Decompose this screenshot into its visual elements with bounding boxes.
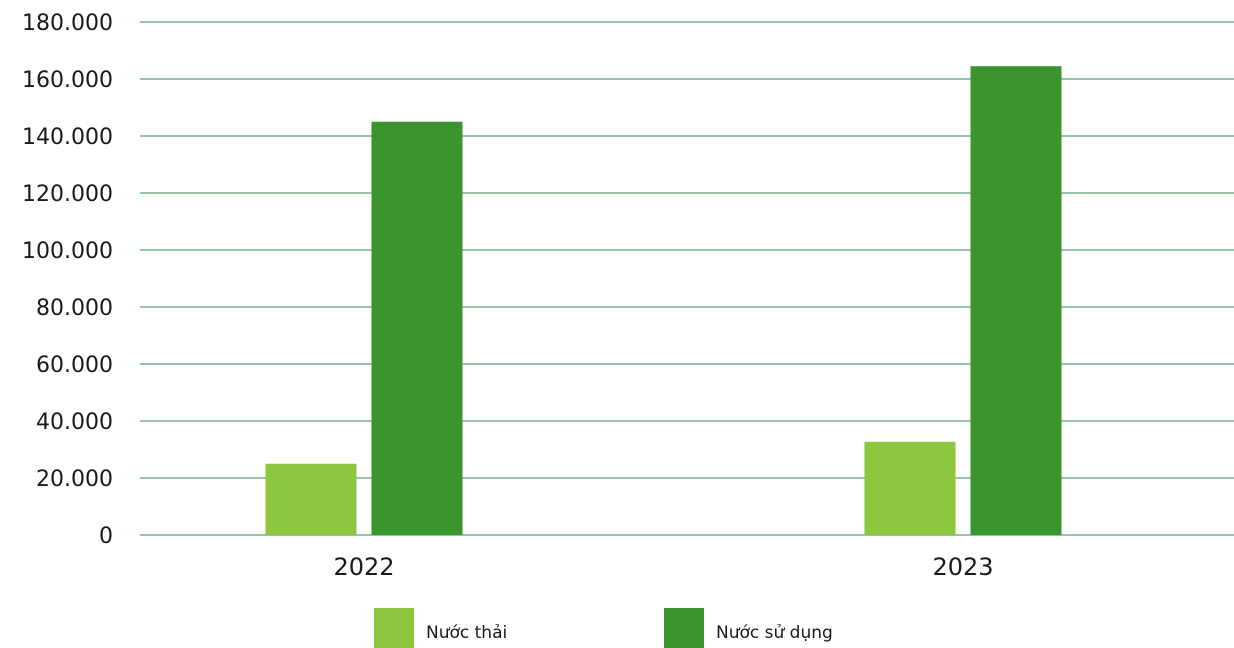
legend-swatch-1 bbox=[664, 608, 704, 648]
y-tick-label: 140.000 bbox=[22, 125, 113, 150]
bars bbox=[265, 66, 1062, 536]
y-tick-label: 120.000 bbox=[22, 182, 113, 207]
bar-2023-series-1 bbox=[970, 66, 1062, 536]
legend-label-0: Nước thải bbox=[426, 623, 507, 643]
legend: Nước thải Nước sử dụng bbox=[374, 608, 833, 648]
y-tick-label: 180.000 bbox=[22, 11, 113, 36]
y-tick-label: 20.000 bbox=[36, 467, 113, 492]
bar-2022-series-0 bbox=[265, 463, 357, 535]
y-tick-label: 80.000 bbox=[36, 296, 113, 321]
x-category-label: 2023 bbox=[932, 553, 993, 581]
legend-swatch-0 bbox=[374, 608, 414, 648]
y-tick-label: 160.000 bbox=[22, 68, 113, 93]
bar-2022-series-1 bbox=[371, 121, 463, 535]
grid-lines bbox=[140, 21, 1234, 536]
bar-2023-series-0 bbox=[864, 441, 956, 535]
y-tick-label: 100.000 bbox=[22, 239, 113, 264]
legend-label-1: Nước sử dụng bbox=[716, 623, 833, 643]
x-category-label: 2022 bbox=[333, 553, 394, 581]
y-axis-tick-labels: 0 20.000 40.000 60.000 80.000 100.000 120.000 1… bbox=[22, 11, 113, 549]
y-tick-label: 0 bbox=[99, 524, 113, 549]
y-tick-label: 40.000 bbox=[36, 410, 113, 435]
y-tick-label: 60.000 bbox=[36, 353, 113, 378]
x-axis-category-labels: 2022 2023 bbox=[333, 553, 993, 581]
